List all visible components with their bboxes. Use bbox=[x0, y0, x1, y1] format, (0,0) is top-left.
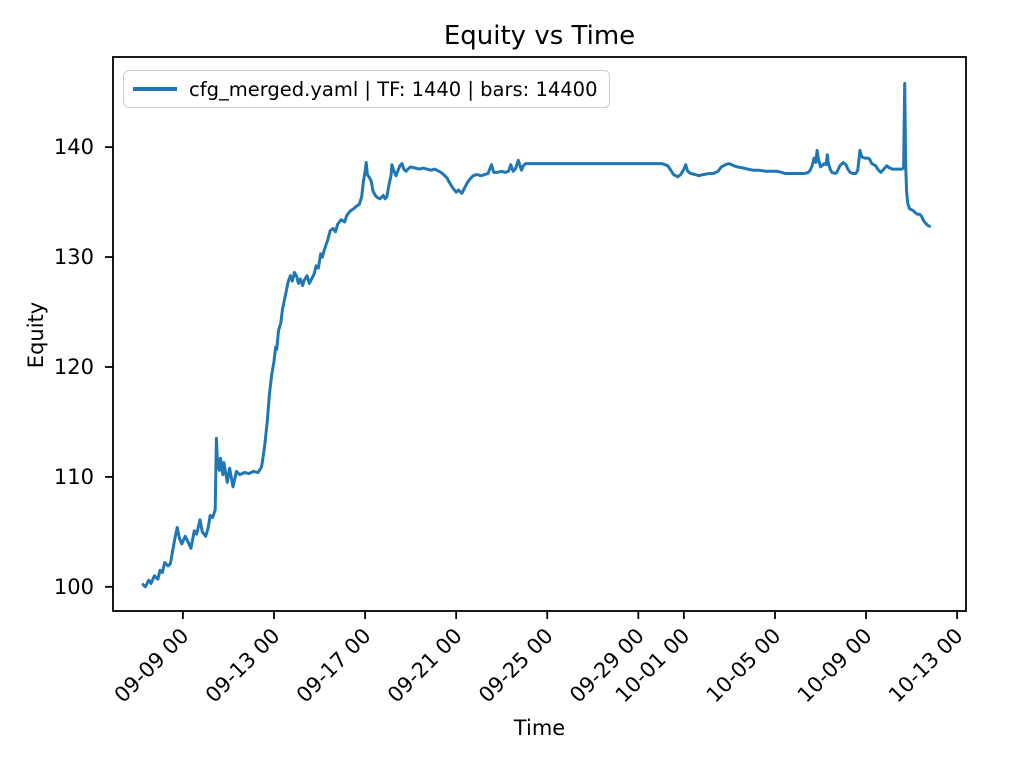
chart-title: Equity vs Time bbox=[443, 21, 636, 51]
x-tick-label: 09-21 00 bbox=[383, 624, 467, 708]
y-axis-label: Equity bbox=[24, 301, 48, 369]
x-tick-label: 10-13 00 bbox=[884, 624, 968, 708]
x-tick-label: 10-05 00 bbox=[702, 624, 786, 708]
x-tick-label: 10-09 00 bbox=[793, 624, 877, 708]
x-axis-label: Time bbox=[513, 716, 566, 740]
y-tick-label: 120 bbox=[54, 355, 94, 379]
x-tick-label: 09-25 00 bbox=[474, 624, 558, 708]
legend-line-sample bbox=[133, 87, 177, 91]
x-tick-label: 09-13 00 bbox=[201, 624, 285, 708]
y-tick-label: 130 bbox=[54, 245, 94, 269]
legend-label: cfg_merged.yaml | TF: 1440 | bars: 14400 bbox=[189, 77, 598, 101]
legend: cfg_merged.yaml | TF: 1440 | bars: 14400 bbox=[123, 70, 611, 108]
x-tick-label: 09-09 00 bbox=[110, 624, 194, 708]
y-tick-label: 100 bbox=[54, 575, 94, 599]
y-tick-label: 140 bbox=[54, 135, 94, 159]
y-tick-label: 110 bbox=[54, 465, 94, 489]
equity-line bbox=[141, 81, 932, 589]
axes-frame bbox=[112, 56, 967, 612]
x-tick-label: 09-17 00 bbox=[292, 624, 376, 708]
